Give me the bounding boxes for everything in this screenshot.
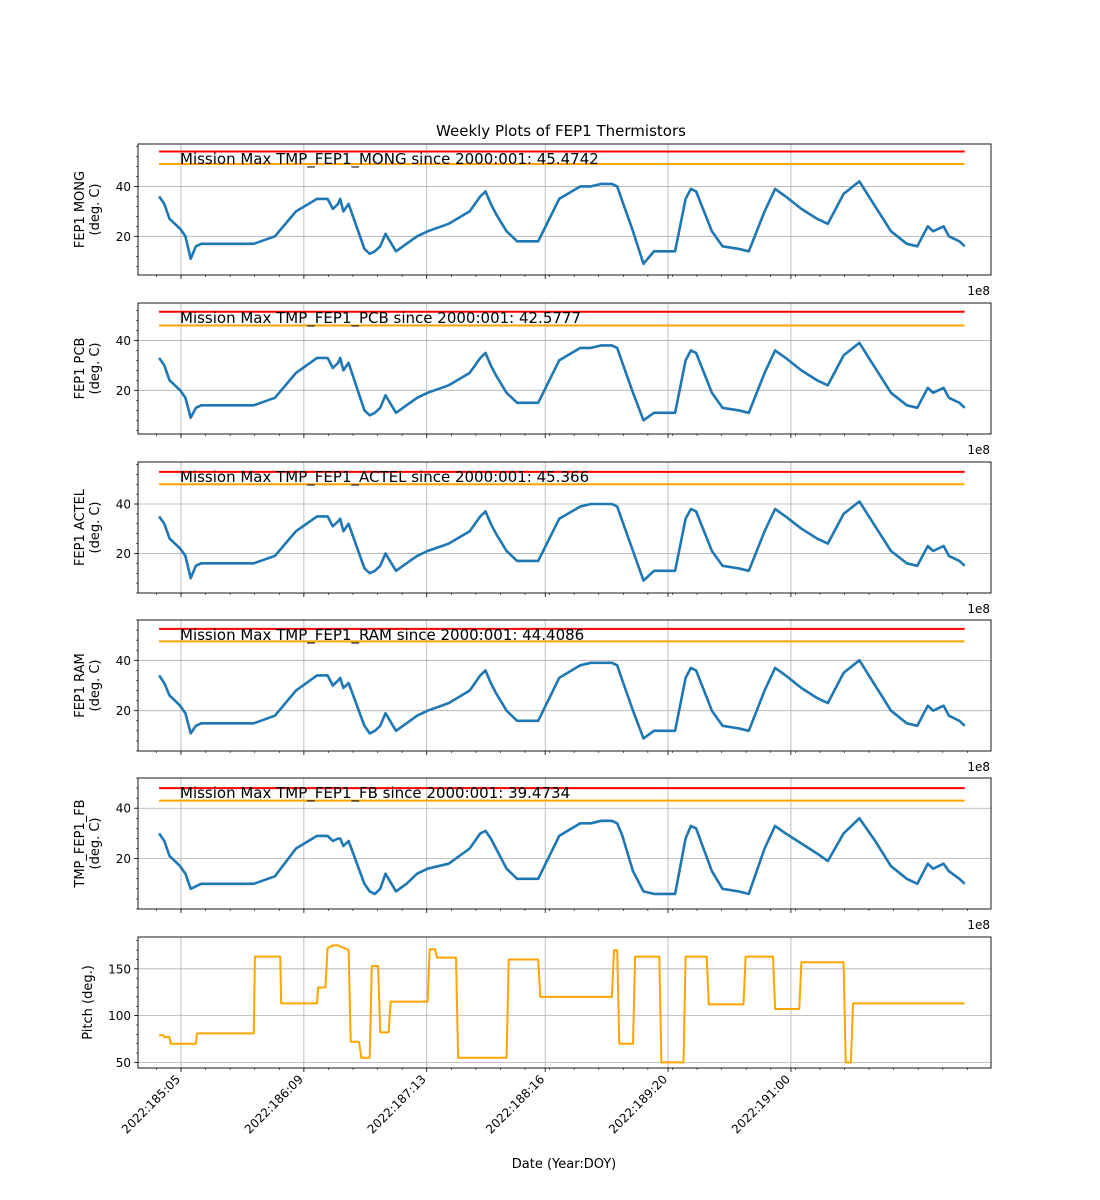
x-tick-label: 2022:191:00 [729, 1072, 793, 1136]
y-tick-label: 50 [116, 1056, 131, 1070]
y-tick-label: 20 [116, 852, 131, 866]
y-axis-label: (deg. C) [88, 502, 103, 554]
axes-frame [137, 461, 992, 594]
y-tick-label: 20 [116, 384, 131, 398]
y-axis-label: (deg. C) [88, 343, 103, 395]
y-axis-label: FEP1 ACTEL [73, 488, 88, 566]
y-tick-label: 100 [108, 1009, 131, 1023]
panel-6: 50 100 150 Pitch (deg.) [81, 936, 992, 1072]
y-axis-label: TMP_FEP1_FB [73, 799, 88, 888]
mission-max-annotation: Mission Max TMP_FEP1_MONG since 2000:001… [180, 150, 599, 169]
y-tick-label: 20 [116, 547, 131, 561]
y-tick-label: 20 [116, 704, 131, 718]
series-line [158, 816, 966, 896]
y-axis-label: FEP1 RAM [73, 653, 88, 718]
mission-max-annotation: Mission Max TMP_FEP1_FB since 2000:001: … [180, 784, 570, 803]
y-axis-label: FEP1 PCB [73, 338, 88, 400]
series-line [158, 500, 966, 582]
y-axis-label: FEP1 MONG [73, 171, 88, 248]
axes-frame [137, 619, 992, 752]
panel-4: 20 40 Mission Max TMP_FEP1_RAM since 2000:… [73, 619, 992, 774]
y-tick-label: 150 [108, 962, 131, 976]
x-tick-label: 2022:185:05 [119, 1072, 183, 1136]
x-offset-label: 1e8 [967, 443, 990, 457]
y-tick-label: 40 [116, 498, 131, 512]
y-tick-label: 40 [116, 334, 131, 348]
axes-frame [137, 936, 992, 1069]
y-tick-label: 20 [116, 230, 131, 244]
y-axis-label: (deg. C) [88, 660, 103, 712]
panel-2: 20 40 Mission Max TMP_FEP1_PCB since 2000:… [73, 302, 992, 457]
y-axis-label: (deg. C) [88, 184, 103, 236]
y-tick-label: 40 [116, 180, 131, 194]
mission-max-annotation: Mission Max TMP_FEP1_RAM since 2000:001:… [180, 626, 584, 645]
x-offset-label: 1e8 [967, 760, 990, 774]
panel-1: 20 40 Mission Max TMP_FEP1_MONG since 2000… [73, 143, 992, 298]
y-tick-label: 40 [116, 802, 131, 816]
x-axis-label: Date (Year:DOY) [512, 1157, 617, 1172]
x-offset-label: 1e8 [967, 602, 990, 616]
y-axis-label: (deg. C) [88, 818, 103, 870]
series-line [158, 180, 966, 266]
panel-5: 20 40 Mission Max TMP_FEP1_FB since 2000:0… [73, 777, 992, 932]
x-tick-label: 2022:188:16 [483, 1072, 547, 1136]
panel-3: 20 40 Mission Max TMP_FEP1_ACTEL since 200… [73, 461, 992, 616]
x-offset-label: 1e8 [967, 284, 990, 298]
series-line [159, 944, 965, 1064]
mission-max-annotation: Mission Max TMP_FEP1_ACTEL since 2000:00… [180, 468, 589, 487]
axes-frame [137, 777, 992, 910]
series-line [158, 658, 966, 740]
x-tick-label: 2022:187:13 [365, 1072, 429, 1136]
x-offset-label: 1e8 [967, 918, 990, 932]
y-tick-label: 40 [116, 654, 131, 668]
series-line [158, 341, 966, 422]
axes-frame [137, 302, 992, 435]
x-tick-label: 2022:186:09 [242, 1072, 306, 1136]
figure-title: Weekly Plots of FEP1 Thermistors [436, 122, 686, 140]
x-tick-label: 2022:189:20 [606, 1072, 670, 1136]
mission-max-annotation: Mission Max TMP_FEP1_PCB since 2000:001:… [180, 309, 581, 328]
axes-frame [137, 143, 992, 276]
panels: 20 40 Mission Max TMP_FEP1_MONG since 2000… [73, 143, 992, 1136]
y-axis-label: Pitch (deg.) [81, 965, 96, 1040]
